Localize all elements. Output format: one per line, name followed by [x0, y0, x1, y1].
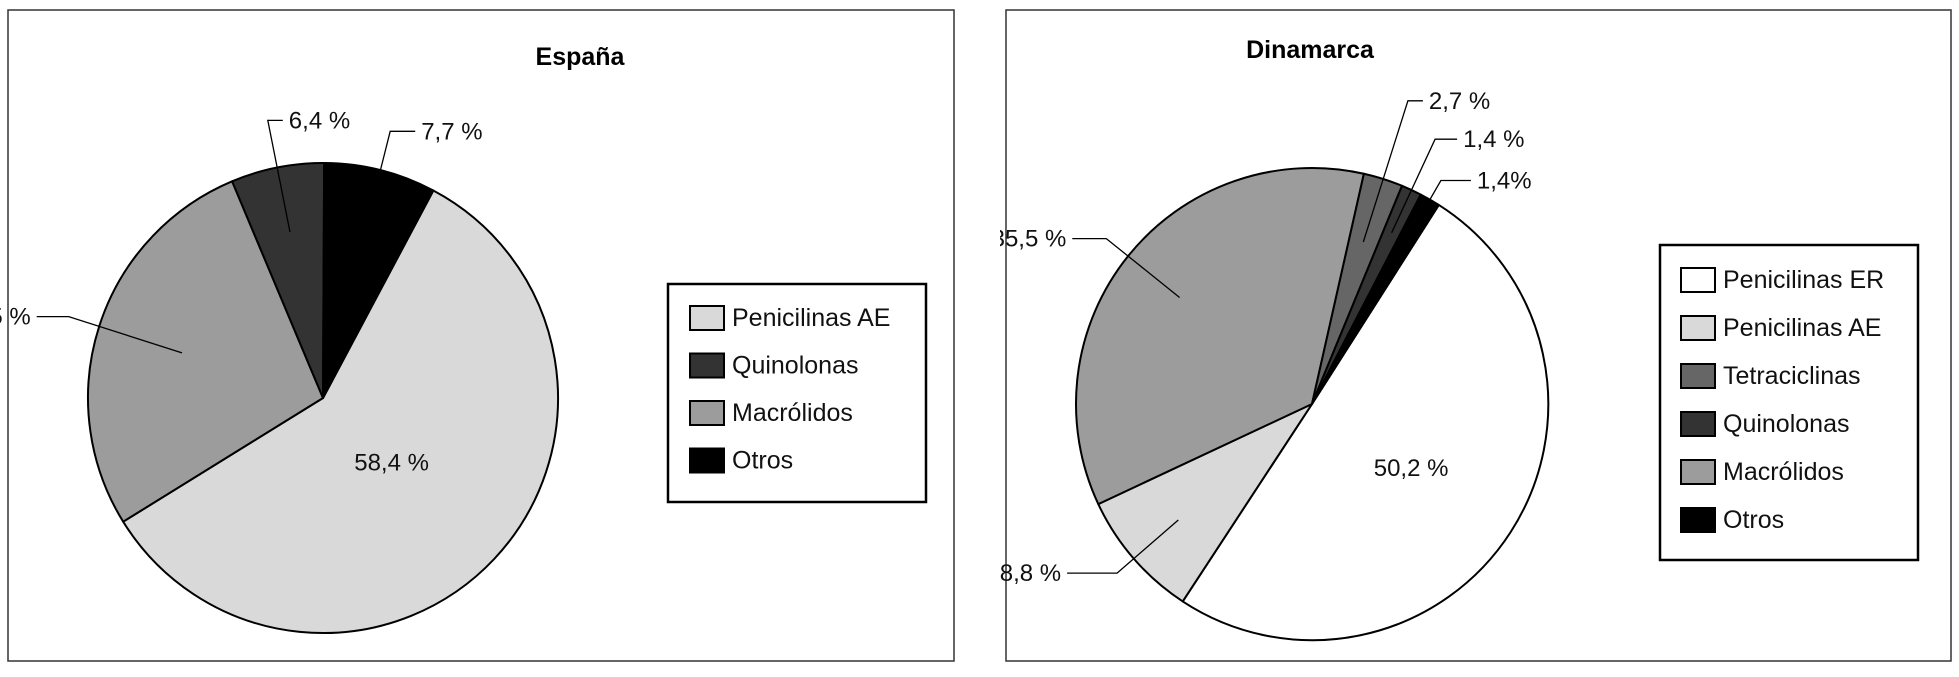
denmark-leader-otros	[1417, 179, 1471, 221]
denmark-chart-title: Dinamarca	[1246, 36, 1375, 64]
denmark-leader-penicilinas-ae	[1067, 519, 1179, 574]
denmark-leader-quinolonas	[1391, 138, 1458, 234]
spain-label-otros: 7,7 %	[421, 118, 482, 145]
spain-legend-swatch-macrolidos	[689, 400, 725, 426]
denmark-legend-label-tetraciclinas: Tetraciclinas	[1723, 362, 1861, 390]
spain-legend-item-quinolonas: Quinolonas	[689, 352, 858, 380]
spain-legend-label-penicilinas-ae: Penicilinas AE	[732, 304, 890, 332]
denmark-legend-item-penicilinas-er: Penicilinas ER	[1680, 266, 1884, 294]
spain-legend-swatch-otros	[689, 447, 725, 474]
denmark-chart-panel: Dinamarca 50,2 % 8,8 % 35,5 % 2,7 % 1,4 % 1,4…	[992, 0, 1959, 677]
denmark-legend-item-macrolidos: Macrólidos	[1680, 458, 1844, 486]
denmark-label-penicilinas-ae: 8,8 %	[1000, 560, 1061, 587]
denmark-slice-penicilinas-er	[1181, 203, 1550, 642]
spain-legend-item-otros: Otros	[689, 447, 793, 475]
denmark-leader-macrolidos	[1072, 237, 1181, 299]
denmark-legend-label-penicilinas-ae: Penicilinas AE	[1723, 314, 1881, 342]
denmark-label-tetraciclinas: 2,7 %	[1429, 88, 1490, 115]
denmark-label-penicilinas-er: 50,2 %	[1374, 455, 1449, 482]
denmark-label-macrolidos: 35,5 %	[1000, 226, 1066, 253]
denmark-legend-swatch-macrolidos	[1680, 459, 1716, 485]
spain-leader-otros	[367, 130, 416, 221]
denmark-legend-label-otros: Otros	[1723, 506, 1784, 534]
spain-legend-item-macrolidos: Macrólidos	[689, 399, 853, 427]
spain-label-quinolonas: 6,4 %	[289, 107, 350, 134]
spain-leader-macrolidos	[36, 315, 183, 354]
denmark-label-otros: 1,4%	[1477, 168, 1532, 195]
spain-pie-chart: España 58,4 % 27,5 % 6,4 % 7,7 % Penicilina…	[0, 9, 955, 662]
denmark-label-quinolonas: 1,4 %	[1463, 126, 1524, 153]
spain-legend-label-otros: Otros	[732, 447, 793, 475]
spain-legend-label-macrolidos: Macrólidos	[732, 399, 853, 427]
spain-chart-title: España	[536, 43, 626, 71]
spain-legend-swatch-quinolonas	[689, 352, 725, 379]
denmark-legend-swatch-penicilinas-ae	[1680, 315, 1716, 341]
spain-slice-penicilinas-ae	[122, 189, 559, 634]
spain-legend-item-penicilinas-ae: Penicilinas AE	[689, 304, 890, 332]
denmark-legend-item-otros: Otros	[1680, 506, 1784, 534]
denmark-legend-swatch-quinolonas	[1680, 411, 1716, 437]
denmark-leader-tetraciclinas	[1362, 100, 1423, 243]
denmark-pie-chart: Dinamarca 50,2 % 8,8 % 35,5 % 2,7 % 1,4 % 1,4…	[992, 9, 1952, 662]
denmark-legend-label-penicilinas-er: Penicilinas ER	[1723, 266, 1884, 294]
denmark-legend-item-tetraciclinas: Tetraciclinas	[1680, 362, 1861, 390]
denmark-legend-swatch-tetraciclinas	[1680, 363, 1716, 389]
denmark-legend-swatch-otros	[1680, 507, 1716, 533]
denmark-legend-label-quinolonas: Quinolonas	[1723, 410, 1849, 438]
spain-leader-quinolonas	[267, 119, 291, 233]
spain-chart-panel: España 58,4 % 27,5 % 6,4 % 7,7 % Penicilina…	[0, 0, 960, 677]
spain-legend-swatch-penicilinas-ae	[689, 305, 725, 331]
spain-legend-label-quinolonas: Quinolonas	[732, 352, 858, 380]
denmark-legend-label-macrolidos: Macrólidos	[1723, 458, 1844, 486]
denmark-legend-item-penicilinas-ae: Penicilinas AE	[1680, 314, 1881, 342]
denmark-legend-item-quinolonas: Quinolonas	[1680, 410, 1849, 438]
denmark-legend-swatch-penicilinas-er	[1680, 267, 1716, 293]
spain-label-penicilinas-ae: 58,4 %	[354, 449, 429, 476]
spain-label-macrolidos: 27,5 %	[0, 304, 31, 331]
